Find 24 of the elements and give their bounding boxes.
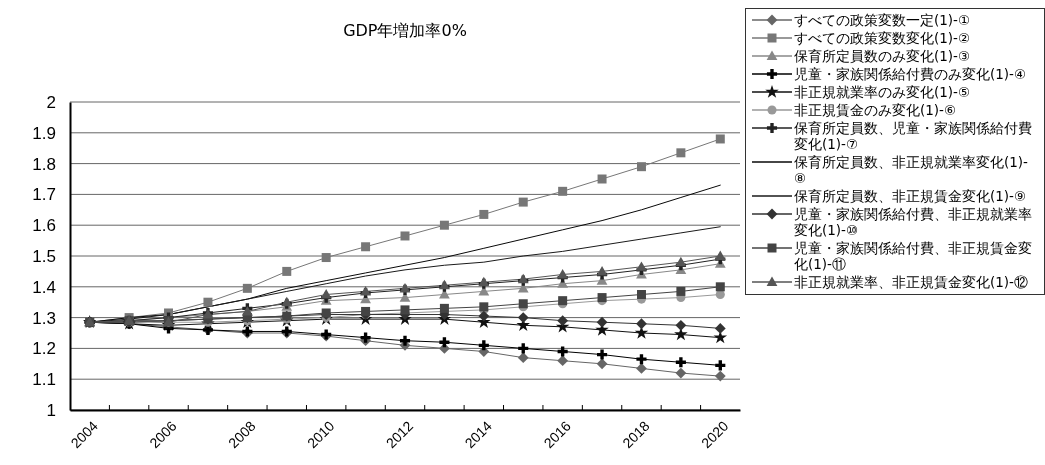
y-tick-label: 1.4 [32,277,56,297]
y-tick-label: 1.6 [32,216,56,236]
legend-label: すべての政策変数一定(1)-① [794,12,971,28]
y-tick-label: 2 [46,92,56,112]
legend-label: 非正規賃金のみ変化(1)-⑥ [794,102,957,118]
legend-label: 保育所定員数、非正規賃金変化(1)-⑨ [794,188,1027,204]
y-tick-label: 1.9 [32,123,56,143]
y-tick-label: 1.1 [32,370,56,390]
y-tick-label: 1.3 [32,308,56,328]
legend-label: 児童・家族関係給付費のみ変化(1)-④ [794,66,1027,82]
chart-title: GDP年増加率0% [343,21,467,40]
legend-label: すべての政策変数変化(1)-② [794,30,971,46]
y-tick-label: 1 [46,400,56,420]
legend-label: 保育所定員数、非正規就業率変化(1)-⑧ [794,154,1029,186]
legend-label: 保育所定員数のみ変化(1)-③ [794,48,971,64]
legend-label: 非正規就業率、非正規賃金変化(1)-⑫ [794,274,1028,290]
y-tick-label: 1.5 [32,246,56,266]
y-tick-label: 1.8 [32,154,56,174]
y-tick-label: 1.7 [32,185,56,205]
legend-label: 児童・家族関係給付費、非正規賃金変化(1)-⑪ [794,240,1033,272]
legend-label: 非正規就業率のみ変化(1)-⑤ [794,84,971,100]
legend-label: 保育所定員数、児童・家族関係給付費変化(1)-⑦ [794,120,1033,152]
legend-label: 児童・家族関係給付費、非正規就業率変化(1)-⑩ [794,206,1033,238]
y-tick-label: 1.2 [32,339,56,359]
